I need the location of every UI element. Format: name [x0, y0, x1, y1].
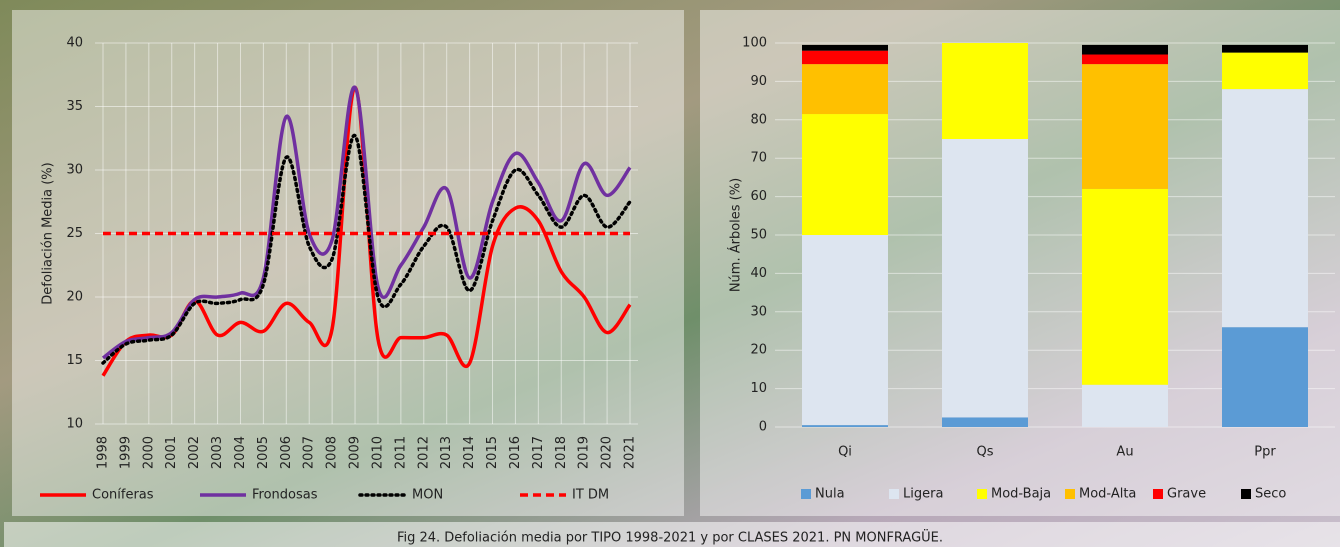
- legend-label: Nula: [815, 487, 845, 502]
- bar-segment: [802, 44, 888, 51]
- legend-label: Seco: [1255, 487, 1286, 502]
- bar-segment: [1222, 44, 1308, 53]
- y-tick-label: 60: [750, 189, 767, 204]
- x-tick-label: 2013: [439, 436, 454, 469]
- y-tick-label: 100: [742, 36, 767, 51]
- x-tick-label: 2002: [187, 436, 202, 469]
- bar-segment: [802, 425, 888, 427]
- bar-segment: [1082, 64, 1168, 189]
- x-tick-label: Au: [1116, 445, 1133, 460]
- x-tick-label: 2004: [233, 436, 248, 469]
- y-tick-label: 70: [750, 151, 767, 166]
- x-tick-label: 2008: [325, 436, 340, 469]
- x-tick-label: 2003: [210, 436, 225, 469]
- y-tick-label: 10: [750, 381, 767, 396]
- x-tick-label: 2000: [141, 436, 156, 469]
- x-tick-label: 2017: [531, 436, 546, 469]
- bar-segment: [1222, 327, 1308, 427]
- y-tick-label: 20: [750, 343, 767, 358]
- x-tick-label: Qi: [838, 445, 852, 460]
- x-tick-label: 2011: [393, 436, 408, 469]
- legend-label: Coníferas: [92, 488, 154, 503]
- bar-segment: [1082, 44, 1168, 55]
- x-tick-label: 2007: [302, 436, 317, 469]
- legend-label: Grave: [1167, 487, 1206, 502]
- x-tick-label: 2009: [348, 436, 363, 469]
- x-tick-label: 2016: [508, 436, 523, 469]
- x-tick-label: 2005: [256, 436, 271, 469]
- caption-band: [4, 522, 1340, 547]
- y-tick-label: 30: [66, 163, 83, 178]
- legend-swatch: [801, 489, 811, 499]
- legend-label: Frondosas: [252, 488, 318, 503]
- bar-segment: [1222, 89, 1308, 328]
- bar-segment: [1082, 54, 1168, 65]
- left-panel: [12, 10, 684, 516]
- legend-swatch: [977, 489, 987, 499]
- x-tick-label: 2001: [164, 436, 179, 469]
- y-tick-label: 35: [66, 99, 83, 114]
- x-tick-label: 2019: [577, 436, 592, 469]
- legend-label: IT DM: [572, 488, 609, 503]
- bar-segment: [942, 139, 1028, 418]
- x-tick-label: 2018: [554, 436, 569, 469]
- y-tick-label: 40: [66, 36, 83, 51]
- y-axis-label: Defoliación Media (%): [41, 162, 56, 305]
- bar-segment: [802, 50, 888, 65]
- y-tick-label: 25: [66, 226, 83, 241]
- y-tick-label: 30: [750, 304, 767, 319]
- x-tick-label: 2012: [416, 436, 431, 469]
- x-tick-label: Ppr: [1254, 445, 1276, 460]
- y-tick-label: 50: [750, 228, 767, 243]
- x-tick-label: 1998: [96, 436, 111, 469]
- bar-segment: [1222, 52, 1308, 90]
- x-tick-label: 2021: [623, 436, 638, 469]
- bar-segment: [1082, 384, 1168, 427]
- x-tick-label: 2010: [370, 436, 385, 469]
- y-tick-label: 90: [750, 74, 767, 89]
- x-tick-label: 2014: [462, 436, 477, 469]
- legend-label: Mod-Baja: [991, 487, 1051, 502]
- bar-segment: [942, 417, 1028, 427]
- y-tick-label: 10: [66, 417, 83, 432]
- series-line: [101, 133, 632, 365]
- y-axis-label: Núm. Árboles (%): [728, 178, 744, 292]
- y-tick-label: 0: [759, 420, 767, 435]
- caption: Fig 24. Defoliación media por TIPO 1998-…: [397, 529, 943, 546]
- legend-label: Mod-Alta: [1079, 487, 1136, 502]
- legend-swatch: [1241, 489, 1251, 499]
- y-tick-label: 40: [750, 266, 767, 281]
- legend-label: Ligera: [903, 487, 943, 502]
- x-tick-label: 2006: [279, 436, 294, 469]
- y-tick-label: 80: [750, 112, 767, 127]
- legend-swatch: [889, 489, 899, 499]
- x-tick-label: 1999: [118, 436, 133, 469]
- bar-segment: [942, 43, 1028, 139]
- series-line: [101, 85, 632, 360]
- x-tick-label: 2020: [600, 436, 615, 469]
- legend-swatch: [1065, 489, 1075, 499]
- y-tick-label: 15: [66, 353, 83, 368]
- bar-segment: [1082, 188, 1168, 385]
- x-tick-label: Qs: [976, 445, 993, 460]
- legend-swatch: [1153, 489, 1163, 499]
- bar-segment: [802, 235, 888, 426]
- bar-segment: [802, 114, 888, 235]
- y-tick-label: 20: [66, 290, 83, 305]
- bar-segment: [802, 64, 888, 115]
- x-tick-label: 2015: [485, 436, 500, 469]
- legend-label: MON: [412, 488, 443, 503]
